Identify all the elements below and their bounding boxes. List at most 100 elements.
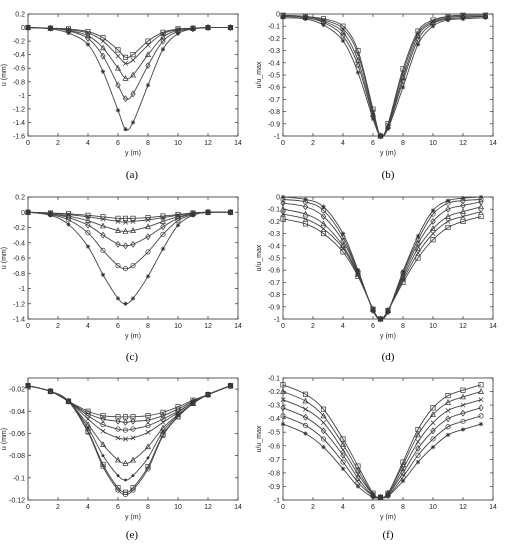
triangle-marker <box>115 456 121 463</box>
x-tick-label: 10 <box>429 323 437 330</box>
x-tick-label: 0 <box>26 504 30 511</box>
chart-panel-c: 0 2 4 6 8 10 12 14 0.2 0 -0.2 -0.4 -0.6 -0.8 -1 -1.2 -1.… <box>1 195 242 364</box>
y-tick-label: -0.4 <box>13 52 25 59</box>
x-tick-label: 6 <box>116 140 120 147</box>
diamond-marker <box>445 415 451 423</box>
star-marker <box>175 31 181 36</box>
square-marker <box>415 255 421 261</box>
x-marker <box>303 406 308 412</box>
series-line <box>282 211 482 320</box>
star-marker <box>130 120 136 125</box>
star-marker <box>100 272 106 277</box>
star-marker <box>430 444 436 450</box>
x-marker <box>460 402 466 408</box>
triangle-marker <box>302 210 309 217</box>
star-marker <box>355 70 361 75</box>
x-axis-label: y (m) <box>380 333 396 340</box>
y-axis-label: u (mm) <box>1 64 8 86</box>
x-tick-label: 8 <box>146 504 150 511</box>
triangle-marker <box>100 44 106 51</box>
x-tick-label: 6 <box>371 323 375 330</box>
triangle-marker <box>145 51 151 57</box>
series-line <box>282 17 486 138</box>
triangle-marker <box>130 71 136 78</box>
x-tick-label: 0 <box>26 323 30 330</box>
y-tick-label: -0.1 <box>13 475 25 482</box>
diamond-marker <box>227 208 234 216</box>
circle-marker <box>122 266 129 272</box>
circle-marker <box>122 491 129 498</box>
circle-marker <box>115 487 121 493</box>
chart-panel-e: 0 2 4 6 8 10 12 14 -0.02 -0.04 -0.06 -0.08 -0.1 -0.12… <box>1 377 242 541</box>
plot-frame <box>27 377 239 501</box>
star-marker <box>445 198 451 203</box>
x-axis-label: y (m) <box>380 514 396 521</box>
x-marker <box>478 209 484 215</box>
y-tick-label: -0.06 <box>9 431 25 438</box>
panel-label: (f) <box>383 529 394 541</box>
square-marker <box>430 237 436 243</box>
star-marker <box>340 231 346 236</box>
star-marker <box>190 213 196 218</box>
x-marker <box>460 214 466 219</box>
x-tick-label: 12 <box>204 323 212 330</box>
y-tick-label: -0.6 <box>13 66 25 73</box>
triangle-marker <box>100 222 106 229</box>
triangle-marker <box>320 412 327 419</box>
y-tick-label: -0.2 <box>268 36 280 43</box>
series-1 <box>280 12 489 139</box>
star-marker <box>430 24 436 29</box>
circle-marker <box>478 413 484 419</box>
star-marker <box>48 213 53 218</box>
star-marker <box>280 15 286 20</box>
x-tick-label: 0 <box>281 323 285 330</box>
star-marker <box>400 478 406 484</box>
series-4 <box>280 198 484 323</box>
y-axis-label: u (mm) <box>1 247 8 269</box>
diamond-marker <box>280 404 286 412</box>
series-line <box>282 407 482 499</box>
x-marker <box>321 420 326 426</box>
diamond-marker <box>115 417 121 425</box>
series-5 <box>280 196 484 322</box>
series-3 <box>25 24 234 81</box>
circle-marker <box>430 436 436 442</box>
square-marker <box>115 414 121 420</box>
star-marker <box>115 108 121 113</box>
y-tick-label: -1.4 <box>13 317 25 324</box>
triangle-marker <box>340 28 346 35</box>
series-2 <box>280 388 484 500</box>
series-5 <box>25 209 234 272</box>
diamond-marker <box>227 24 234 31</box>
circle-marker <box>115 263 121 269</box>
diamond-marker <box>377 315 384 323</box>
diamond-marker <box>430 427 436 435</box>
y-tick-label: -0.2 <box>13 39 25 46</box>
circle-marker <box>190 400 196 407</box>
x-tick-label: 14 <box>234 504 242 511</box>
circle-marker <box>47 388 54 394</box>
circle-marker <box>115 426 121 432</box>
x-marker <box>160 419 166 425</box>
star-marker <box>130 296 136 301</box>
x-marker <box>415 439 421 445</box>
triangle-marker <box>115 64 121 71</box>
triangle-marker <box>130 227 136 233</box>
star-marker <box>66 30 71 36</box>
square-marker <box>445 224 451 231</box>
diamond-marker <box>280 199 286 207</box>
series-line <box>282 384 482 499</box>
diamond-marker <box>130 417 136 425</box>
star-marker <box>48 26 53 32</box>
x-tick-label: 6 <box>116 504 120 511</box>
series-line <box>27 211 231 247</box>
square-marker <box>320 231 327 237</box>
square-marker <box>460 387 466 393</box>
panel-label: (c) <box>126 351 139 363</box>
y-tick-label: -0.5 <box>268 430 280 437</box>
x-marker <box>130 218 136 224</box>
series-6 <box>280 421 484 500</box>
series-6 <box>280 194 484 322</box>
x-tick-label: 10 <box>429 140 437 147</box>
x-tick-label: 12 <box>204 504 212 511</box>
